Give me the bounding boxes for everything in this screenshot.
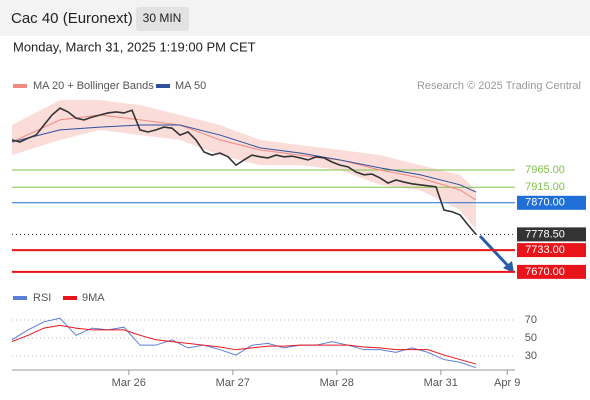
date-label: Monday, March 31, 2025 1:19:00 PM CET xyxy=(13,39,256,54)
series-line xyxy=(11,324,477,365)
credit: Research © 2025 Trading Central xyxy=(417,80,581,92)
level-label-box xyxy=(517,195,586,210)
level-label: 7915.00 xyxy=(525,181,565,193)
x-tick-label: Mar 31 xyxy=(424,377,458,389)
instrument-title: Cac 40 (Euronext) xyxy=(11,10,133,27)
y-tick-label: 50 xyxy=(525,332,537,344)
legend-label: MA 50 xyxy=(175,80,206,92)
level-label-box xyxy=(517,243,586,258)
interval-button[interactable] xyxy=(136,7,189,31)
price-line xyxy=(11,107,477,235)
legend-label: MA 20 + Bollinger Bands xyxy=(33,80,154,92)
series-line xyxy=(11,124,477,193)
x-tick-label: Mar 26 xyxy=(112,377,146,389)
level-label: 7733.00 xyxy=(525,244,565,256)
x-tick-label: Apr 9 xyxy=(494,377,520,389)
level-label: 7870.00 xyxy=(525,197,565,209)
x-tick-label: Mar 28 xyxy=(320,377,354,389)
trend-arrow-head xyxy=(503,261,514,273)
y-tick-label: 70 xyxy=(525,314,537,326)
bollinger-band xyxy=(12,100,476,230)
legend-label: RSI xyxy=(33,292,51,304)
legend-label: 9MA xyxy=(82,292,105,304)
level-label: 7965.00 xyxy=(525,164,565,176)
interval-label[interactable]: 30 MIN xyxy=(143,11,182,25)
x-tick-label: Mar 27 xyxy=(216,377,250,389)
series-line xyxy=(11,317,477,369)
y-tick-label: 30 xyxy=(525,350,537,362)
trend-arrow xyxy=(478,234,512,270)
level-label-box xyxy=(517,264,586,279)
level-label: 7670.00 xyxy=(525,266,565,278)
level-label: 7778.50 xyxy=(525,228,565,240)
header-bar xyxy=(0,0,590,36)
level-label-box xyxy=(517,227,586,242)
